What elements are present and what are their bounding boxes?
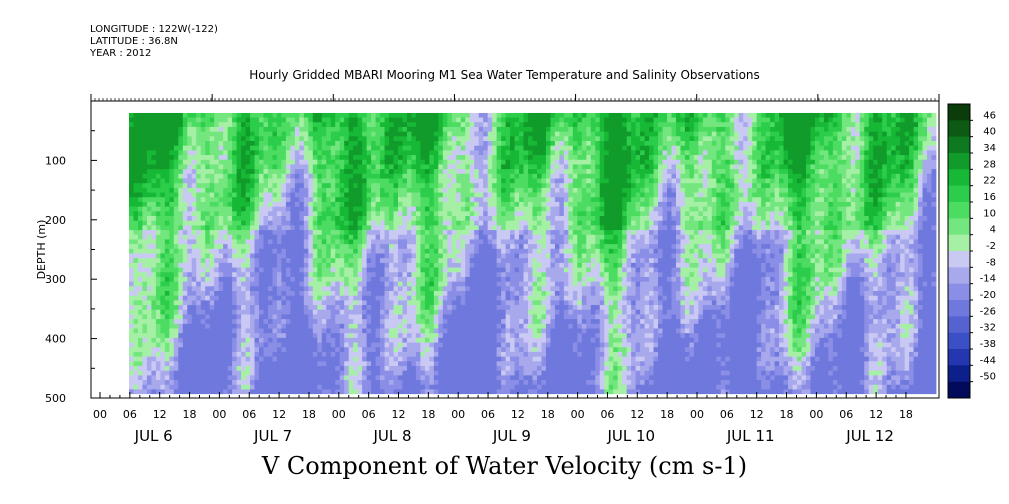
x-axis-title: V Component of Water Velocity (cm s-1)	[261, 452, 748, 480]
x-hour-tick-label: 06	[720, 408, 734, 421]
x-hour-tick-label: 12	[153, 408, 167, 421]
x-hour-tick-label: 00	[212, 408, 226, 421]
colorbar-swatch	[948, 104, 970, 121]
x-hour-tick-label: 18	[541, 408, 555, 421]
colorbar-label: 22	[983, 176, 996, 187]
longitude-label: LONGITUDE : 122W(-122)	[90, 24, 218, 35]
y-tick-label: 400	[45, 333, 66, 346]
x-hour-tick-label: 00	[93, 408, 107, 421]
colorbar-swatch	[948, 136, 970, 154]
colorbar-swatch	[948, 381, 970, 399]
x-hour-tick-label: 12	[869, 408, 883, 421]
x-hour-tick-label: 12	[511, 408, 525, 421]
colorbar-swatch	[948, 218, 970, 235]
x-hour-tick-label: 12	[750, 408, 764, 421]
year-label: YEAR : 2012	[90, 48, 152, 59]
colorbar-label: 46	[983, 110, 996, 121]
heatmap-cells	[129, 112, 937, 395]
x-hour-tick-label: 06	[839, 408, 853, 421]
y-tick-label: 100	[45, 154, 66, 167]
x-hour-tick-label: 00	[571, 408, 585, 421]
colorbar-swatch	[948, 283, 970, 301]
x-day-label: JUL 8	[372, 427, 411, 445]
plot-top-gap	[129, 101, 936, 113]
colorbar-swatch	[948, 365, 970, 382]
colorbar-label: -14	[980, 274, 996, 285]
colorbar-label: 40	[983, 127, 996, 138]
colorbar-label: -20	[980, 290, 996, 301]
x-hour-tick-label: 06	[123, 408, 137, 421]
x-hour-tick-label: 06	[481, 408, 495, 421]
x-day-label: JUL 9	[492, 427, 531, 445]
x-hour-tick-label: 00	[809, 408, 823, 421]
metadata-block: LONGITUDE : 122W(-122) LATITUDE : 36.8N …	[90, 24, 218, 60]
colorbar-swatch	[948, 202, 970, 219]
colorbar-swatch	[948, 300, 970, 317]
colorbar-swatch	[948, 251, 970, 268]
x-hour-tick-label: 12	[630, 408, 644, 421]
colorbar-swatch	[948, 169, 970, 186]
colorbar-label: 16	[983, 192, 996, 203]
x-hour-tick-label: 00	[690, 408, 704, 421]
colorbar-swatch	[948, 185, 970, 203]
colorbar-label: 4	[990, 225, 996, 236]
x-hour-tick-label: 18	[183, 408, 197, 421]
colorbar-swatch	[948, 153, 970, 170]
colorbar-swatch	[948, 316, 970, 333]
x-hour-tick-label: 18	[302, 408, 316, 421]
x-hour-tick-label: 06	[362, 408, 376, 421]
colorbar-swatch	[948, 120, 970, 137]
colorbar-label: 34	[983, 143, 996, 154]
colorbar-label: 28	[983, 159, 996, 170]
colorbar-swatch	[948, 332, 970, 350]
x-hour-tick-label: 18	[660, 408, 674, 421]
latitude-label: LATITUDE : 36.8N	[90, 36, 178, 47]
colorbar-label: 10	[983, 208, 996, 219]
x-day-label: JUL 11	[726, 427, 775, 445]
colorbar-swatch	[948, 349, 970, 366]
x-day-label: JUL 10	[606, 427, 655, 445]
x-hour-tick-label: 18	[899, 408, 913, 421]
colorbar-label: -50	[980, 372, 996, 383]
chart-title: Hourly Gridded MBARI Mooring M1 Sea Wate…	[249, 68, 760, 82]
colorbar-label: -32	[980, 323, 996, 334]
x-hour-tick-label: 00	[332, 408, 346, 421]
colorbar-label: -2	[986, 241, 996, 252]
x-hour-tick-label: 12	[392, 408, 406, 421]
x-hour-tick-label: 06	[600, 408, 614, 421]
x-hour-tick-label: 18	[421, 408, 435, 421]
y-tick-label: 300	[45, 273, 66, 286]
x-hour-tick-label: 18	[780, 408, 794, 421]
plot-bottom-gap	[91, 394, 939, 398]
colorbar-swatch	[948, 234, 970, 252]
colorbar-label: -44	[980, 355, 996, 366]
colorbar-label: -38	[980, 339, 996, 350]
x-hour-tick-label: 06	[242, 408, 256, 421]
colorbar-label: -26	[980, 306, 996, 317]
y-tick-label: 500	[45, 392, 66, 405]
x-day-label: JUL 7	[253, 427, 292, 445]
x-day-label: JUL 6	[134, 427, 173, 445]
x-hour-tick-label: 00	[451, 408, 465, 421]
colorbar-label: -8	[986, 257, 996, 268]
x-hour-tick-label: 12	[272, 408, 286, 421]
x-day-label: JUL 12	[845, 427, 894, 445]
y-axis-label: DEPTH (m)	[35, 220, 48, 280]
y-tick-label: 200	[45, 214, 66, 227]
colorbar-swatch	[948, 267, 970, 284]
